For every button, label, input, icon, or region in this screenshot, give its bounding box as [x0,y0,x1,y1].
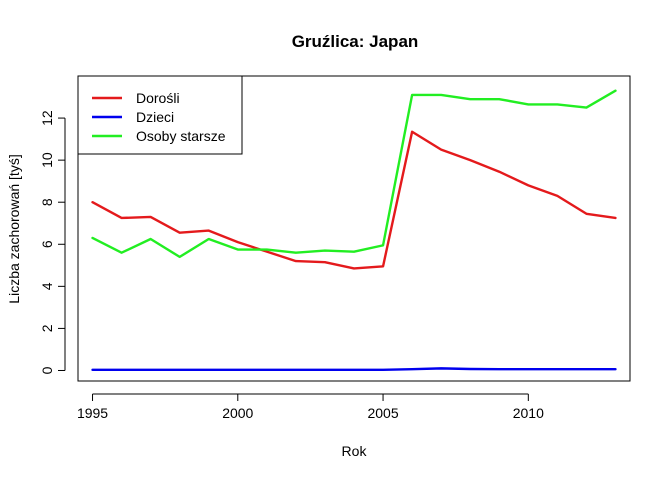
y-tick-label: 8 [39,198,55,206]
y-tick-label: 12 [39,110,55,126]
plot-area [77,75,631,382]
legend-box [77,75,243,155]
legend-entry: Dzieci [136,109,174,125]
y-tick-label: 10 [39,152,55,168]
series-line-dorosli [91,130,617,270]
series-line-osoby-starsze [91,89,617,259]
y-tick-label: 2 [39,324,55,332]
legend: Dorośli Dzieci Osoby starsze [77,75,243,155]
x-tick-label: 2010 [513,405,544,421]
x-axis-label: Rok [342,443,368,459]
legend-entry: Osoby starsze [136,128,226,144]
series-line-dzieci [91,367,617,372]
x-tick-label: 2000 [222,405,253,421]
x-tick-label: 1995 [77,405,108,421]
x-axis: 1995 2000 2005 2010 [77,393,544,421]
series-layer [91,89,617,372]
y-tick-label: 0 [39,366,55,374]
y-tick-label: 6 [39,240,55,248]
y-axis: 0 2 4 6 8 10 12 [39,110,66,374]
x-tick-label: 2005 [367,405,398,421]
y-tick-label: 4 [39,282,55,290]
y-axis-label: Liczba zachorowań [tyś] [6,154,22,303]
legend-entry: Dorośli [136,90,180,106]
chart-title: Gruźlica: Japan [292,32,419,51]
